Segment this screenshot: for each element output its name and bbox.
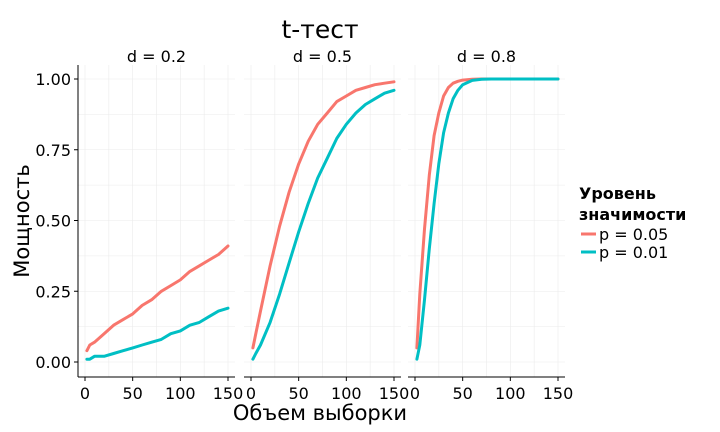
series-line <box>415 77 560 350</box>
gridlines <box>244 65 401 377</box>
x-tick-label: 0 <box>80 384 90 403</box>
x-tick-label: 50 <box>122 384 142 403</box>
x-tick-label: 150 <box>213 384 244 403</box>
y-tick-label: 0.00 <box>35 353 71 372</box>
y-tick-label: 0.50 <box>35 212 71 231</box>
series-line <box>251 88 396 361</box>
series-line <box>251 80 396 350</box>
y-tick-label: 0.75 <box>35 141 71 160</box>
chart-title: t-тест <box>281 15 358 44</box>
x-tick-label: 100 <box>165 384 196 403</box>
facet-label: d = 0.8 <box>457 47 516 66</box>
y-axis-title: Мощность <box>10 164 34 277</box>
facet-panels: d = 0.2 0 50 100 150 d = 0.5 0 50 100 150 d = 0.8 0… <box>78 47 573 403</box>
series-line <box>85 244 230 353</box>
x-tick-label: 100 <box>331 384 362 403</box>
y-tick-label: 1.00 <box>35 70 71 89</box>
legend-title-line-1: Уровень <box>579 184 656 203</box>
x-tick-label: 100 <box>495 384 526 403</box>
x-tick-label: 0 <box>410 384 420 403</box>
x-tick-label: 150 <box>379 384 410 403</box>
legend: Уровень значимости p = 0.05p = 0.01 <box>579 184 686 262</box>
facet-panel: d = 0.5 0 50 100 150 <box>244 47 409 403</box>
x-tick-label: 0 <box>246 384 256 403</box>
legend-label: p = 0.05 <box>599 225 668 244</box>
gridlines <box>78 65 235 377</box>
facet-panel: d = 0.8 0 50 100 150 <box>408 47 573 403</box>
series-line <box>415 77 560 361</box>
y-axis: 0.00 0.25 0.50 0.75 1.00 <box>35 65 79 377</box>
y-tick-label: 0.25 <box>35 282 71 301</box>
x-tick-label: 150 <box>543 384 574 403</box>
x-tick-label: 50 <box>452 384 472 403</box>
series-line <box>85 306 230 361</box>
legend-title-line-2: значимости <box>579 205 686 224</box>
legend-label: p = 0.01 <box>599 243 668 262</box>
facet-label: d = 0.5 <box>293 47 352 66</box>
x-axis-title: Объем выборки <box>233 401 407 425</box>
x-tick-label: 50 <box>288 384 308 403</box>
facet-label: d = 0.2 <box>127 47 186 66</box>
facet-panel: d = 0.2 0 50 100 150 <box>78 47 243 403</box>
